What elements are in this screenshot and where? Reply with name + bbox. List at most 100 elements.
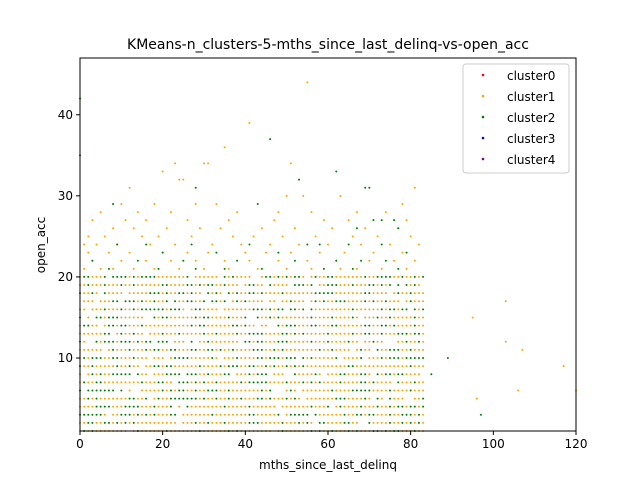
data-point [178,357,181,360]
data-point [174,421,177,424]
data-point [269,365,272,368]
data-point [318,324,321,327]
data-point [231,405,234,408]
data-point [376,373,379,376]
data-point [298,405,301,408]
data-point [240,365,243,368]
data-point [368,413,371,416]
data-point-cluster1 [174,162,177,165]
data-point [281,373,284,376]
data-point [417,389,420,392]
data-point [244,324,247,327]
data-point [182,389,185,392]
data-point-cluster1 [227,267,230,270]
data-point [198,340,201,343]
data-point [190,421,193,424]
data-point [211,397,214,400]
data-point [260,389,263,392]
data-point-cluster1 [265,251,267,254]
data-point [293,381,296,384]
legend-label-cluster2: cluster2 [507,111,555,125]
data-point [141,381,143,384]
data-point [376,389,379,392]
data-point [107,348,110,351]
data-point [194,397,197,400]
data-point [281,275,284,278]
x-tick-label: 20 [155,437,170,451]
data-point [310,397,313,400]
data-point [401,292,404,295]
data-point [372,413,375,416]
data-point [248,413,251,416]
data-point [207,421,210,424]
data-point [165,373,168,376]
data-point [157,357,160,360]
data-point [182,357,185,360]
data-point [322,275,325,278]
data-point [128,275,131,278]
data-point [231,284,234,287]
data-point [360,332,363,335]
data-point [136,348,139,351]
data-point [136,284,139,287]
data-point-cluster2 [364,186,367,189]
data-point [244,308,247,311]
data-point [103,284,106,287]
data-point [231,365,234,368]
data-point [136,405,139,408]
data-point [380,357,383,360]
data-point [393,389,396,392]
data-point [178,275,181,278]
data-point [302,381,305,384]
data-point [384,373,387,376]
data-point [351,332,354,335]
data-point [120,340,123,343]
data-point [335,348,338,351]
data-point [116,308,119,311]
data-point [265,421,267,424]
data-point [149,324,152,327]
data-point [376,324,379,327]
data-point [128,292,131,295]
data-point [401,332,404,335]
data-point [302,332,305,335]
data-point [194,348,197,351]
data-point [244,332,247,335]
data-point [219,292,222,295]
data-point-cluster1 [393,259,396,262]
data-point [322,357,325,360]
data-point [293,348,296,351]
data-point-cluster1 [517,389,520,392]
data-point [215,405,218,408]
data-point [236,316,239,319]
data-point [355,357,358,360]
data-point [306,389,309,392]
data-point [128,421,131,424]
data-point [132,332,135,335]
data-point-cluster1 [302,194,305,197]
data-point [244,373,247,376]
data-point [314,397,317,400]
data-point [376,292,379,295]
data-point [165,340,168,343]
data-point [174,324,177,327]
data-point [91,373,94,376]
data-point [322,397,325,400]
data-point [215,413,218,416]
data-point [393,316,396,319]
data-point [128,340,131,343]
data-point [281,324,284,327]
data-point [87,421,90,424]
data-point [116,348,119,351]
data-point [289,316,292,319]
y-tick-label: 40 [58,108,73,122]
data-point [120,381,123,384]
data-point [409,389,412,392]
data-point [306,324,309,327]
data-point [231,340,234,343]
data-point [310,284,313,287]
data-point [182,332,185,335]
data-point [169,284,172,287]
data-point [252,348,255,351]
data-point [405,340,408,343]
